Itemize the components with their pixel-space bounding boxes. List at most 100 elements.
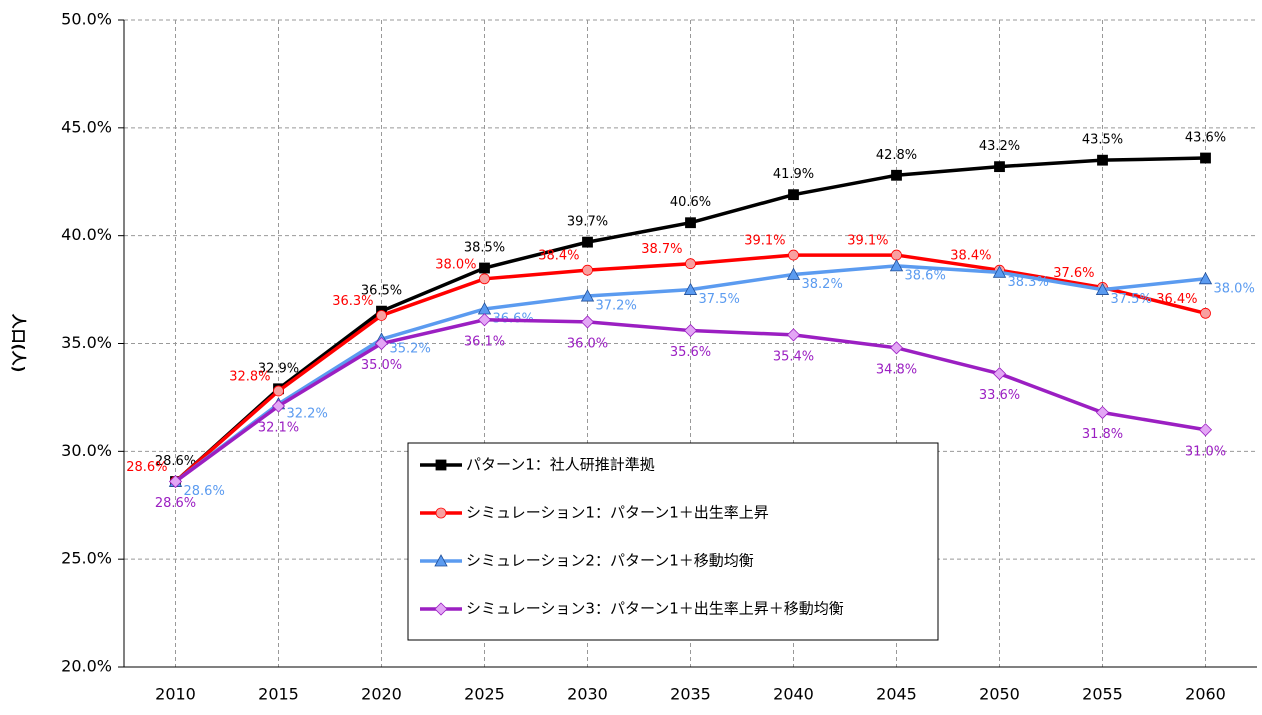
- data-label: 38.0%: [1214, 281, 1255, 296]
- data-label: 28.6%: [184, 484, 225, 499]
- x-tick-label: 2025: [464, 685, 505, 704]
- data-label: 36.0%: [567, 336, 608, 351]
- marker: [889, 341, 904, 355]
- marker: [1095, 282, 1110, 295]
- y-tick-label: 35.0%: [61, 333, 112, 352]
- data-label: 32.2%: [287, 406, 328, 421]
- data-label: 42.8%: [876, 148, 917, 163]
- legend-label: シミュレーション3：パターン1＋出生率上昇＋移動均衡: [466, 600, 844, 618]
- marker: [273, 385, 284, 397]
- marker: [788, 249, 799, 261]
- y-tick-label: 45.0%: [61, 117, 112, 136]
- data-label: 43.6%: [1185, 131, 1226, 146]
- legend-box: [407, 442, 939, 641]
- data-label: 39.1%: [744, 234, 785, 249]
- marker: [479, 273, 490, 285]
- marker: [168, 474, 183, 489]
- data-label: 38.0%: [435, 257, 476, 272]
- marker: [434, 554, 448, 567]
- data-label: 39.1%: [847, 234, 888, 249]
- data-label: 35.4%: [773, 349, 814, 364]
- x-tick-label: 2010: [155, 685, 196, 704]
- data-label: 38.2%: [802, 277, 843, 292]
- data-label: 32.9%: [258, 361, 299, 376]
- data-label: 31.8%: [1082, 427, 1123, 442]
- marker: [435, 507, 447, 519]
- data-label: 43.5%: [1082, 133, 1123, 148]
- x-tick-label: 2060: [1185, 685, 1226, 704]
- marker: [376, 310, 387, 321]
- data-label: 34.8%: [876, 362, 917, 377]
- data-label: 37.5%: [1111, 292, 1152, 307]
- marker: [479, 262, 490, 274]
- data-label: 33.6%: [979, 388, 1020, 403]
- data-label: 37.2%: [596, 299, 637, 314]
- data-label: 35.6%: [670, 345, 711, 360]
- marker: [992, 367, 1007, 381]
- data-label: 38.4%: [538, 249, 579, 264]
- data-label: 36.4%: [1156, 292, 1197, 307]
- marker: [1200, 152, 1211, 164]
- x-tick-label: 2020: [361, 685, 402, 704]
- marker: [435, 459, 447, 471]
- marker: [889, 259, 904, 272]
- marker: [1097, 154, 1108, 166]
- data-label: 36.3%: [332, 294, 373, 309]
- marker: [582, 264, 593, 276]
- marker: [683, 282, 698, 295]
- data-label: 38.5%: [464, 241, 505, 256]
- data-label: 28.6%: [126, 460, 167, 475]
- data-label: 32.8%: [229, 369, 270, 384]
- data-label: 41.9%: [773, 167, 814, 182]
- marker: [685, 258, 696, 270]
- marker: [580, 289, 595, 302]
- legend-label: パターン1：社人研推計準拠: [466, 456, 655, 474]
- x-tick-label: 2055: [1082, 685, 1123, 704]
- data-label: 39.7%: [567, 215, 608, 230]
- marker: [1095, 405, 1110, 420]
- data-label: 36.1%: [464, 334, 505, 349]
- marker: [1200, 307, 1211, 319]
- legend-label: シミュレーション1：パターン1＋出生率上昇: [466, 504, 769, 522]
- marker: [685, 217, 696, 229]
- marker: [580, 315, 595, 329]
- marker: [788, 189, 799, 201]
- data-label: 28.6%: [155, 496, 196, 511]
- data-label: 36.5%: [361, 284, 402, 299]
- marker: [683, 323, 698, 338]
- y-tick-label: 30.0%: [61, 441, 112, 460]
- marker: [477, 313, 492, 327]
- x-tick-label: 2015: [258, 685, 299, 704]
- marker: [1198, 271, 1213, 285]
- marker: [786, 267, 801, 280]
- x-tick-label: 2050: [979, 685, 1020, 704]
- y-tick-label: 25.0%: [61, 549, 112, 568]
- x-tick-label: 2035: [670, 685, 711, 704]
- marker: [374, 336, 389, 351]
- y-tick-label: 20.0%: [61, 657, 112, 676]
- data-label: 38.4%: [950, 249, 991, 264]
- marker: [434, 602, 448, 616]
- y-axis-label: 人口(人): [10, 314, 28, 373]
- data-label: 38.6%: [905, 268, 946, 283]
- data-label: 28.6%: [155, 454, 196, 469]
- y-tick-label: 50.0%: [61, 10, 112, 29]
- x-tick-label: 2045: [876, 685, 917, 704]
- marker: [994, 161, 1005, 173]
- data-label: 35.0%: [361, 358, 402, 373]
- data-label: 37.5%: [699, 292, 740, 307]
- marker: [992, 265, 1007, 278]
- legend-label: シミュレーション2：パターン1＋移動均衡: [466, 552, 754, 570]
- marker: [786, 328, 801, 342]
- marker: [891, 249, 902, 261]
- data-label: 32.1%: [258, 421, 299, 436]
- data-label: 38.7%: [641, 242, 682, 257]
- marker: [891, 169, 902, 181]
- data-label: 31.0%: [1185, 444, 1226, 459]
- marker: [1198, 423, 1213, 437]
- marker: [271, 399, 286, 413]
- marker: [582, 236, 593, 248]
- data-label: 40.6%: [670, 195, 711, 210]
- data-label: 37.6%: [1053, 266, 1094, 281]
